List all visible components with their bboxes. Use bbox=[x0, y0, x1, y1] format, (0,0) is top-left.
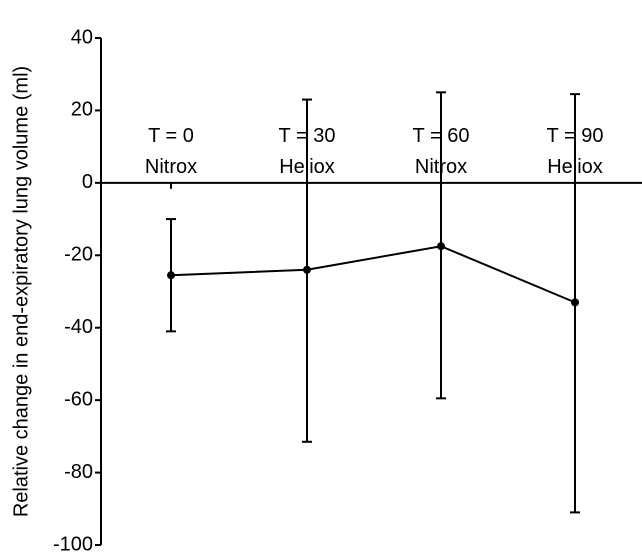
data-point bbox=[571, 298, 579, 307]
category-gas-label: Heliox bbox=[547, 156, 603, 178]
y-tick-label: -40 bbox=[64, 316, 93, 338]
category-time-label: T = 60 bbox=[413, 125, 470, 147]
category-gas-label: Nitrox bbox=[415, 156, 467, 178]
category-time-label: T = 90 bbox=[547, 125, 604, 147]
series bbox=[166, 91, 580, 514]
category-labels: T = 0 Nitrox T = 30 Heliox T = 60 Nitrox T = 9… bbox=[145, 125, 604, 178]
y-tick-label: 0 bbox=[82, 171, 93, 193]
data-point bbox=[167, 271, 175, 280]
data-point bbox=[303, 265, 311, 274]
y-tick-label: -60 bbox=[64, 388, 93, 410]
data-point bbox=[437, 242, 445, 251]
y-tick-label: -100 bbox=[53, 533, 93, 555]
category-time-label: T = 0 bbox=[148, 125, 194, 147]
series-line bbox=[170, 245, 576, 304]
category-time-label: T = 30 bbox=[279, 125, 336, 147]
category-gas-label: Heliox bbox=[279, 156, 335, 178]
y-tick-label: -80 bbox=[64, 461, 93, 483]
y-tick-label: -20 bbox=[64, 244, 93, 266]
y-axis-title: Relative change in end-expiratory lung v… bbox=[10, 66, 32, 517]
y-tick-label: 40 bbox=[71, 26, 93, 48]
y-tick-label: 20 bbox=[71, 99, 93, 121]
category-gas-label: Nitrox bbox=[145, 156, 197, 178]
axes: 40 20 0 -20 -40 -60 -80 -100 bbox=[53, 26, 642, 555]
